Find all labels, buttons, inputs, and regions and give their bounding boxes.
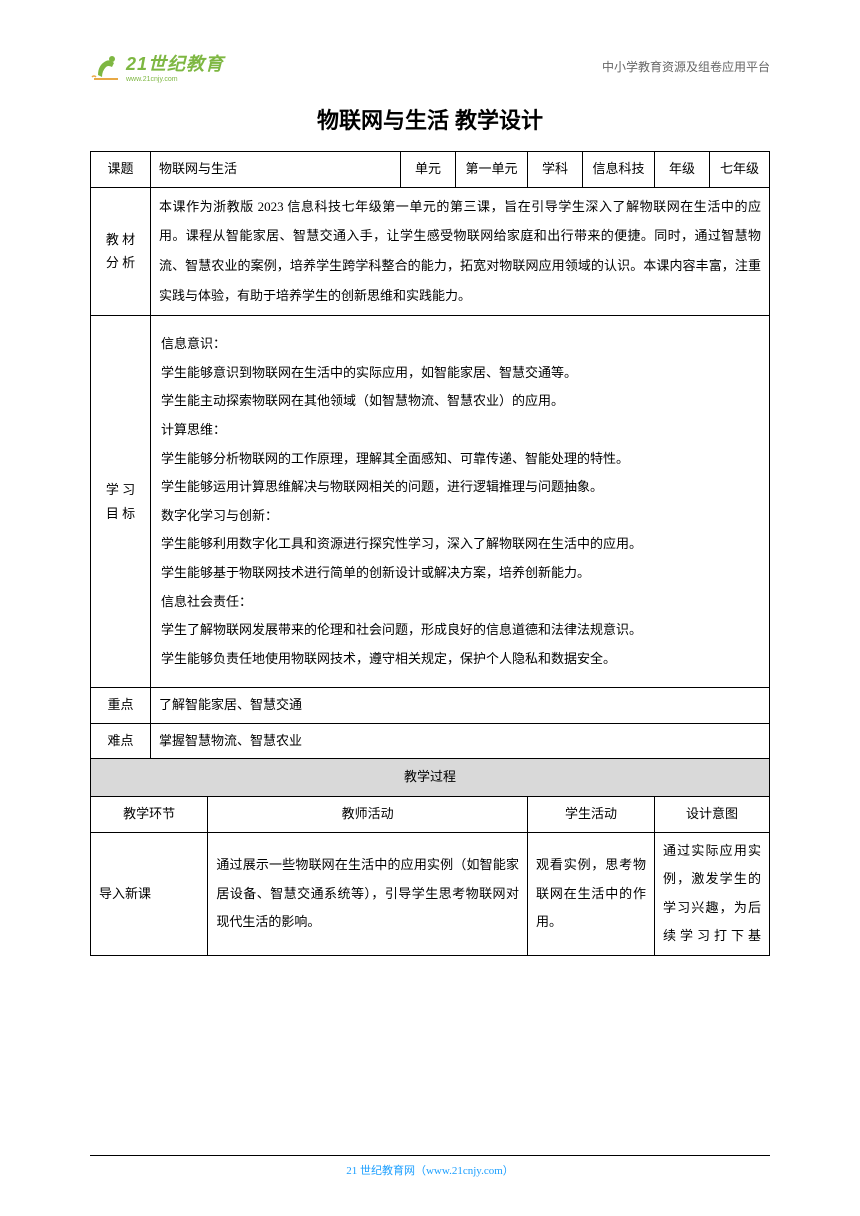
keypoint-row: 重点 了解智能家居、智慧交通 bbox=[91, 688, 770, 724]
label-subject: 学科 bbox=[528, 152, 583, 188]
col-phase: 教学环节 bbox=[91, 797, 208, 833]
label-difficulty: 难点 bbox=[91, 723, 151, 759]
process-columns-row: 教学环节 教师活动 学生活动 设计意图 bbox=[91, 797, 770, 833]
document-title: 物联网与生活 教学设计 bbox=[90, 103, 770, 135]
difficulty-row: 难点 掌握智慧物流、智慧农业 bbox=[91, 723, 770, 759]
value-keypoint: 了解智能家居、智慧交通 bbox=[151, 688, 770, 724]
col-teacher: 教师活动 bbox=[208, 797, 528, 833]
footer-text: 21 世纪教育网（www.21cnjy.com） bbox=[0, 1162, 860, 1178]
student-intro: 观看实例，思考物联网在生活中的作用。 bbox=[528, 832, 655, 955]
intent-intro: 通过实际应用实例，激发学生的学习兴趣，为后续学习打下基 bbox=[655, 832, 770, 955]
info-row: 课题 物联网与生活 单元 第一单元 学科 信息科技 年级 七年级 bbox=[91, 152, 770, 188]
col-intent: 设计意图 bbox=[655, 797, 770, 833]
content-objectives: 信息意识： 学生能够意识到物联网在生活中的实际应用，如智能家居、智慧交通等。 学… bbox=[151, 316, 770, 688]
process-row-1: 导入新课 通过展示一些物联网在生活中的应用实例（如智能家居设备、智慧交通系统等）… bbox=[91, 832, 770, 955]
phase-intro: 导入新课 bbox=[91, 832, 208, 955]
process-section-header: 教学过程 bbox=[91, 759, 770, 797]
logo-icon bbox=[90, 51, 122, 83]
label-keypoint: 重点 bbox=[91, 688, 151, 724]
value-unit: 第一单元 bbox=[456, 152, 528, 188]
logo-area: 21世纪教育 www.21cnjy.com bbox=[90, 50, 224, 83]
page-header: 21世纪教育 www.21cnjy.com 中小学教育资源及组卷应用平台 bbox=[90, 50, 770, 83]
header-right-text: 中小学教育资源及组卷应用平台 bbox=[602, 58, 770, 75]
footer-divider bbox=[90, 1155, 770, 1156]
value-grade: 七年级 bbox=[710, 152, 770, 188]
value-topic: 物联网与生活 bbox=[151, 152, 401, 188]
logo-sub-text: www.21cnjy.com bbox=[126, 76, 224, 83]
col-student: 学生活动 bbox=[528, 797, 655, 833]
page-container: 21世纪教育 www.21cnjy.com 中小学教育资源及组卷应用平台 物联网… bbox=[0, 0, 860, 996]
logo-text-wrap: 21世纪教育 www.21cnjy.com bbox=[126, 50, 224, 83]
label-topic: 课题 bbox=[91, 152, 151, 188]
label-objectives: 学 习 目 标 bbox=[91, 316, 151, 688]
objectives-row: 学 习 目 标 信息意识： 学生能够意识到物联网在生活中的实际应用，如智能家居、… bbox=[91, 316, 770, 688]
teacher-intro: 通过展示一些物联网在生活中的应用实例（如智能家居设备、智慧交通系统等），引导学生… bbox=[208, 832, 528, 955]
lesson-plan-table: 课题 物联网与生活 单元 第一单元 学科 信息科技 年级 七年级 教 材 分 析… bbox=[90, 151, 770, 956]
label-grade: 年级 bbox=[655, 152, 710, 188]
label-unit: 单元 bbox=[401, 152, 456, 188]
logo-main-text: 21世纪教育 bbox=[126, 50, 224, 76]
value-difficulty: 掌握智慧物流、智慧农业 bbox=[151, 723, 770, 759]
analysis-row: 教 材 分 析 本课作为浙教版 2023 信息科技七年级第一单元的第三课，旨在引… bbox=[91, 187, 770, 316]
process-title: 教学过程 bbox=[91, 759, 770, 797]
page-footer: 21 世纪教育网（www.21cnjy.com） bbox=[0, 1155, 860, 1178]
content-analysis: 本课作为浙教版 2023 信息科技七年级第一单元的第三课，旨在引导学生深入了解物… bbox=[151, 187, 770, 316]
value-subject: 信息科技 bbox=[583, 152, 655, 188]
label-analysis: 教 材 分 析 bbox=[91, 187, 151, 316]
